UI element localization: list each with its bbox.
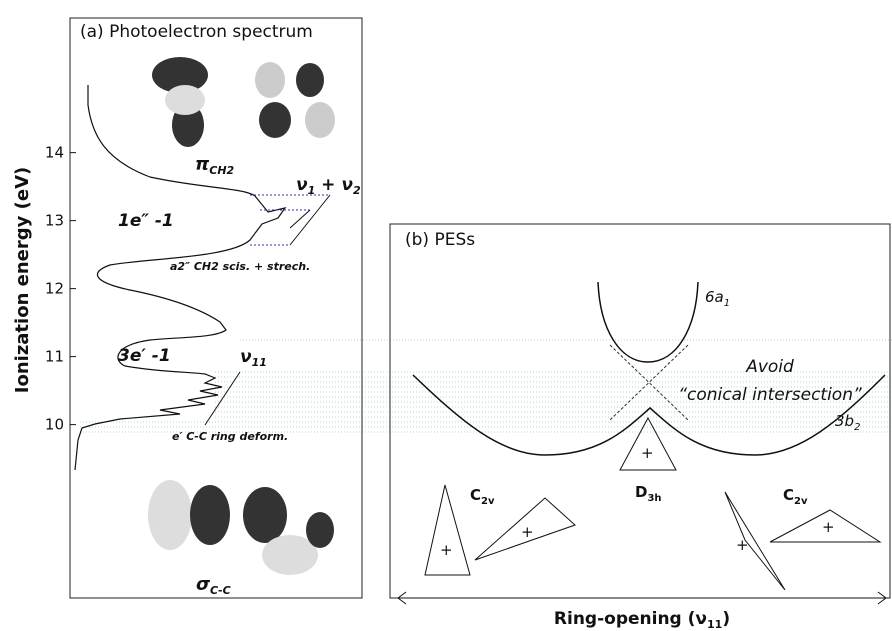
center-symmetry: D3h <box>635 483 662 504</box>
y-tick-label: 10 <box>45 416 64 434</box>
band-1-mode: ν1 + ν2 <box>296 175 361 197</box>
y-tick-label: 12 <box>45 280 64 298</box>
band-2-label: 3e′ -1 <box>118 346 171 366</box>
upper-state: 6a1 <box>705 288 730 309</box>
y-tick-label: 11 <box>45 348 64 366</box>
note-2: “conical intersection” <box>678 385 862 405</box>
correlation-lines <box>80 339 892 433</box>
panel-a-frame <box>69 17 363 599</box>
right-symmetry: C2v <box>783 486 808 507</box>
band-1-label: 1e″ -1 <box>118 211 174 231</box>
orbital-sigma <box>148 480 334 575</box>
svg-text:+: + <box>521 523 534 541</box>
sigma-label: σC-C <box>196 574 231 597</box>
lower-state: 3b2 <box>835 412 860 433</box>
svg-text:+: + <box>641 444 654 462</box>
y-tick-label: 13 <box>45 212 64 230</box>
svg-text:+: + <box>440 541 453 559</box>
panel-b-title: (b) PESs <box>405 230 475 250</box>
svg-text:+: + <box>822 518 835 536</box>
lower-surface <box>412 374 886 456</box>
band-1-note: a2″ CH2 scis. + strech. <box>170 260 310 273</box>
plus-signs: + + + + + <box>440 444 835 559</box>
band-2-mode: ν11 <box>240 347 267 369</box>
diabatic-crossing <box>609 344 689 421</box>
vib-ladder <box>204 194 331 426</box>
orbital-pi <box>152 57 335 147</box>
molecular-shapes <box>424 416 882 591</box>
note-1: Avoid <box>745 357 794 377</box>
band-2-note: e′ C-C ring deform. <box>172 430 288 443</box>
spectrum <box>74 85 287 471</box>
pi-label: πCH2 <box>195 154 235 177</box>
panel-a-title: (a) Photoelectron spectrum <box>80 22 313 42</box>
y-axis-label: Ionization energy (eV) <box>12 167 33 393</box>
svg-text:+: + <box>736 536 749 554</box>
left-symmetry: C2v <box>470 486 495 507</box>
y-tick-label: 14 <box>45 144 64 162</box>
upper-surface <box>597 281 699 363</box>
x-arrow <box>397 591 887 605</box>
x-axis-label: Ring-opening (ν11) <box>554 609 730 631</box>
